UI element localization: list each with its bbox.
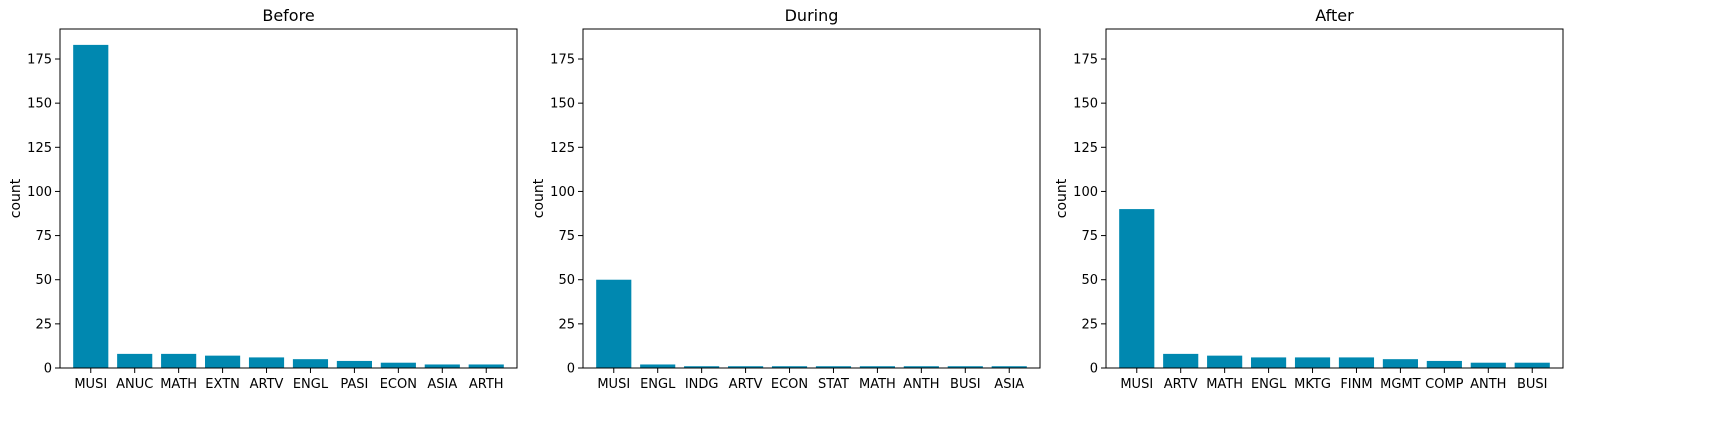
panel-title: After (1315, 6, 1354, 25)
x-tick-label: INDG (685, 377, 719, 392)
y-tick-label: 125 (27, 141, 52, 156)
y-tick-label: 175 (27, 53, 52, 68)
y-tick-label: 25 (558, 317, 575, 332)
panel-after: 0 25 50 75 100 125 150 175 MUSI ARTV MATH ENGL MKTG F… (1054, 6, 1564, 392)
bar-engl (640, 364, 676, 368)
x-tick-label: BUSI (1517, 377, 1548, 392)
x-tick-label: BUSI (950, 377, 981, 392)
y-tick-label: 175 (1073, 53, 1098, 68)
bar-anth (903, 366, 939, 368)
bar-artv (1163, 353, 1199, 369)
y-axis-label: count (1054, 178, 1070, 218)
x-tick-label: MATH (859, 377, 896, 392)
x-tick-label: ARTV (250, 377, 284, 392)
y-tick-label: 0 (567, 362, 575, 377)
bar-econ (380, 362, 416, 368)
x-tick-label: FINM (1340, 377, 1372, 392)
bar-busi (1514, 362, 1550, 368)
bar-math (1207, 355, 1243, 368)
y-tick-label: 150 (27, 97, 52, 112)
x-tick-label: ASIA (427, 377, 457, 392)
y-tick-label: 50 (35, 273, 52, 288)
x-tick-label: MATH (160, 377, 197, 392)
bar-artv (728, 366, 764, 368)
y-axis-label: count (8, 178, 24, 218)
x-tick-label: ENGL (293, 377, 329, 392)
x-tick-label: MKTG (1294, 377, 1331, 392)
y-tick-label: 75 (35, 229, 52, 244)
bar-comp (1426, 360, 1462, 368)
bar-anth (1470, 362, 1506, 368)
bar-math (859, 366, 895, 368)
x-tick-label: ARTH (469, 377, 504, 392)
panel-during: 0 25 50 75 100 125 150 175 MUSI ENGL INDG ARTV ECON S… (531, 6, 1041, 392)
bar-artv (248, 357, 285, 368)
panel-title: During (785, 6, 839, 25)
bar-engl (292, 359, 329, 368)
bar-mktg (1294, 357, 1331, 368)
x-tick-label: ECON (380, 377, 417, 392)
y-tick-label: 25 (1081, 317, 1098, 332)
x-tick-label: COMP (1425, 377, 1464, 392)
bar-finm (1338, 357, 1375, 368)
x-tick-label: ANTH (1470, 377, 1506, 392)
y-tick-label: 0 (44, 362, 52, 377)
y-tick-label: 75 (1081, 229, 1098, 244)
x-tick-label: ASIA (994, 377, 1024, 392)
panel-before: 0 25 50 75 100 125 150 175 MUSI ANUC MATH EXTN ARTV E… (8, 6, 518, 392)
x-tick-label: ECON (771, 377, 808, 392)
bar-asia (424, 364, 460, 368)
y-tick-label: 75 (558, 229, 575, 244)
bar-musi (596, 279, 632, 368)
y-tick-label: 0 (1090, 362, 1098, 377)
x-tick-label: MGMT (1380, 377, 1421, 392)
bar-arth (468, 364, 504, 368)
x-tick-label: MATH (1206, 377, 1243, 392)
x-tick-label: MUSI (597, 377, 630, 392)
bar-math (161, 353, 197, 369)
axes-frame (59, 28, 518, 369)
bar-extn (205, 355, 241, 368)
bar-musi (73, 44, 109, 368)
x-tick-label: MUSI (1120, 377, 1153, 392)
bar-anuc (117, 353, 153, 369)
y-tick-label: 50 (558, 273, 575, 288)
x-tick-label: ENGL (640, 377, 676, 392)
x-tick-label: ARTV (1164, 377, 1198, 392)
y-tick-label: 50 (1081, 273, 1098, 288)
x-tick-label: ANUC (116, 377, 153, 392)
y-tick-label: 150 (1073, 97, 1098, 112)
panel-title: Before (262, 6, 314, 25)
bar-engl (1251, 357, 1287, 368)
y-tick-label: 25 (35, 317, 52, 332)
x-tick-label: EXTN (205, 377, 240, 392)
axes-frame (582, 28, 1041, 369)
bar-pasi (336, 360, 372, 368)
y-tick-label: 125 (1073, 141, 1098, 156)
bar-asia (991, 366, 1027, 368)
x-tick-label: ANTH (903, 377, 939, 392)
bar-econ (771, 366, 808, 368)
bar-mgmt (1382, 359, 1418, 368)
y-tick-label: 150 (550, 97, 575, 112)
y-tick-label: 175 (550, 53, 575, 68)
x-tick-label: MUSI (74, 377, 107, 392)
bar-indg (684, 366, 720, 368)
x-tick-label: PASI (340, 377, 368, 392)
axes-frame (1105, 28, 1564, 369)
y-axis-label: count (531, 178, 547, 218)
y-tick-label: 100 (27, 185, 52, 200)
x-tick-label: ENGL (1251, 377, 1287, 392)
y-tick-label: 100 (1073, 185, 1098, 200)
x-tick-label: STAT (818, 377, 849, 392)
y-tick-label: 125 (550, 141, 575, 156)
x-tick-label: ARTV (729, 377, 763, 392)
bar-stat (815, 366, 852, 368)
bar-musi (1119, 209, 1155, 368)
y-tick-label: 100 (550, 185, 575, 200)
bar-busi (947, 366, 983, 368)
